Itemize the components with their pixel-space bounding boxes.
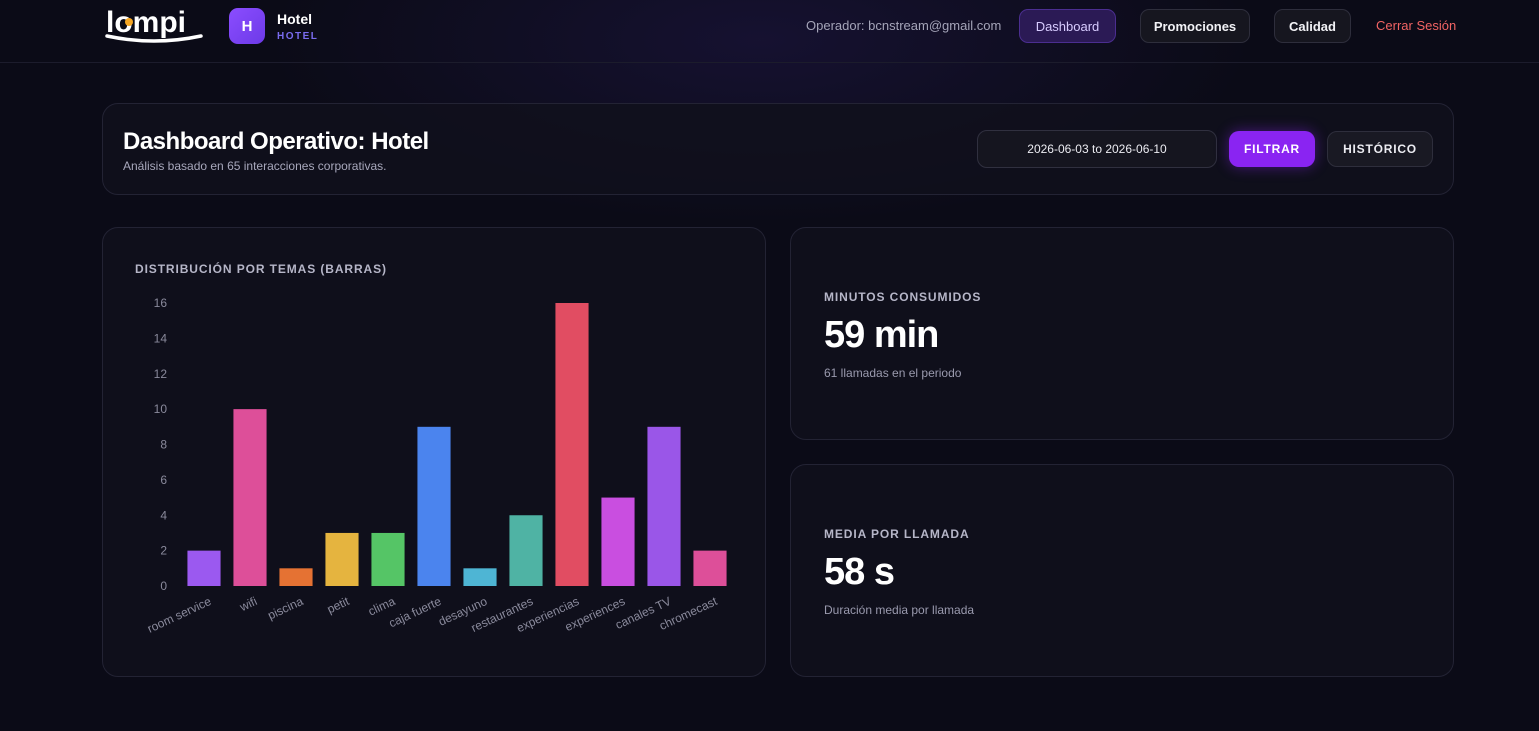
minutes-value: 59 min — [824, 314, 939, 356]
y-tick-label: 6 — [160, 473, 167, 487]
y-tick-label: 14 — [154, 331, 168, 345]
y-tick-label: 16 — [154, 296, 168, 310]
chart-bar[interactable] — [601, 497, 635, 586]
y-tick-label: 12 — [154, 367, 168, 381]
chart-bar[interactable] — [233, 409, 267, 586]
chart-title: DISTRIBUCIÓN POR TEMAS (BARRAS) — [135, 262, 387, 276]
dashboard-header-card: Dashboard Operativo: Hotel Análisis basa… — [102, 103, 1454, 195]
x-category-label: piscina — [265, 594, 305, 623]
minutes-stat-card: MINUTOS CONSUMIDOS 59 min 61 llamadas en… — [790, 227, 1454, 440]
minutes-note: 61 llamadas en el periodo — [824, 366, 962, 380]
chart-bar[interactable] — [325, 532, 359, 586]
history-button[interactable]: HISTÓRICO — [1327, 131, 1433, 167]
svg-text:lompi: lompi — [106, 6, 186, 39]
topics-bar-chart: 0 2 4 6 8 10 12 14 16 room service wifi piscina peti… — [145, 296, 727, 636]
nav-calidad-button[interactable]: Calidad — [1274, 9, 1351, 43]
chart-bar[interactable] — [417, 426, 451, 586]
average-value: 58 s — [824, 551, 895, 593]
y-tick-label: 4 — [160, 508, 167, 522]
hotel-type: HOTEL — [277, 31, 319, 42]
x-category-label: caja fuerte — [387, 594, 444, 631]
chart-bar[interactable] — [463, 568, 497, 586]
x-category-label: wifi — [237, 594, 260, 614]
hotel-avatar: H — [229, 8, 265, 44]
nav-promociones-button[interactable]: Promociones — [1140, 9, 1250, 43]
hotel-name: Hotel — [277, 11, 312, 27]
y-tick-label: 8 — [160, 438, 167, 452]
lompi-logo[interactable]: lompi — [104, 6, 204, 46]
average-note: Duración media por llamada — [824, 603, 975, 617]
y-tick-label: 0 — [160, 579, 167, 593]
chart-bar[interactable] — [555, 303, 589, 586]
average-stat-card: MEDIA POR LLAMADA 58 s Duración media po… — [790, 464, 1454, 677]
chart-bar[interactable] — [187, 550, 221, 586]
chart-bar[interactable] — [693, 550, 727, 586]
filter-button[interactable]: FILTRAR — [1229, 131, 1315, 167]
operator-email: Operador: bcnstream@gmail.com — [806, 18, 1002, 33]
average-label: MEDIA POR LLAMADA — [824, 527, 970, 541]
y-tick-label: 2 — [160, 544, 167, 558]
y-tick-label: 10 — [154, 402, 168, 416]
chart-bar[interactable] — [279, 568, 313, 586]
minutes-label: MINUTOS CONSUMIDOS — [824, 290, 982, 304]
date-range-input[interactable]: 2026-06-03 to 2026-06-10 — [977, 130, 1217, 168]
nav-dashboard-button[interactable]: Dashboard — [1019, 9, 1116, 43]
chart-bar[interactable] — [371, 532, 405, 586]
chart-bar[interactable] — [509, 515, 543, 586]
chart-bar[interactable] — [647, 426, 681, 586]
x-category-label: petit — [325, 594, 352, 617]
page-title: Dashboard Operativo: Hotel — [123, 128, 429, 155]
topics-chart-card: DISTRIBUCIÓN POR TEMAS (BARRAS) 0 2 4 6 8 10 1… — [102, 227, 766, 677]
x-category-label: room service — [145, 594, 213, 636]
top-navbar: lompi H Hotel HOTEL Operador: bcnstream@… — [0, 0, 1539, 63]
logout-link[interactable]: Cerrar Sesión — [1376, 18, 1457, 33]
page-subtitle: Análisis basado en 65 interacciones corp… — [123, 159, 387, 173]
